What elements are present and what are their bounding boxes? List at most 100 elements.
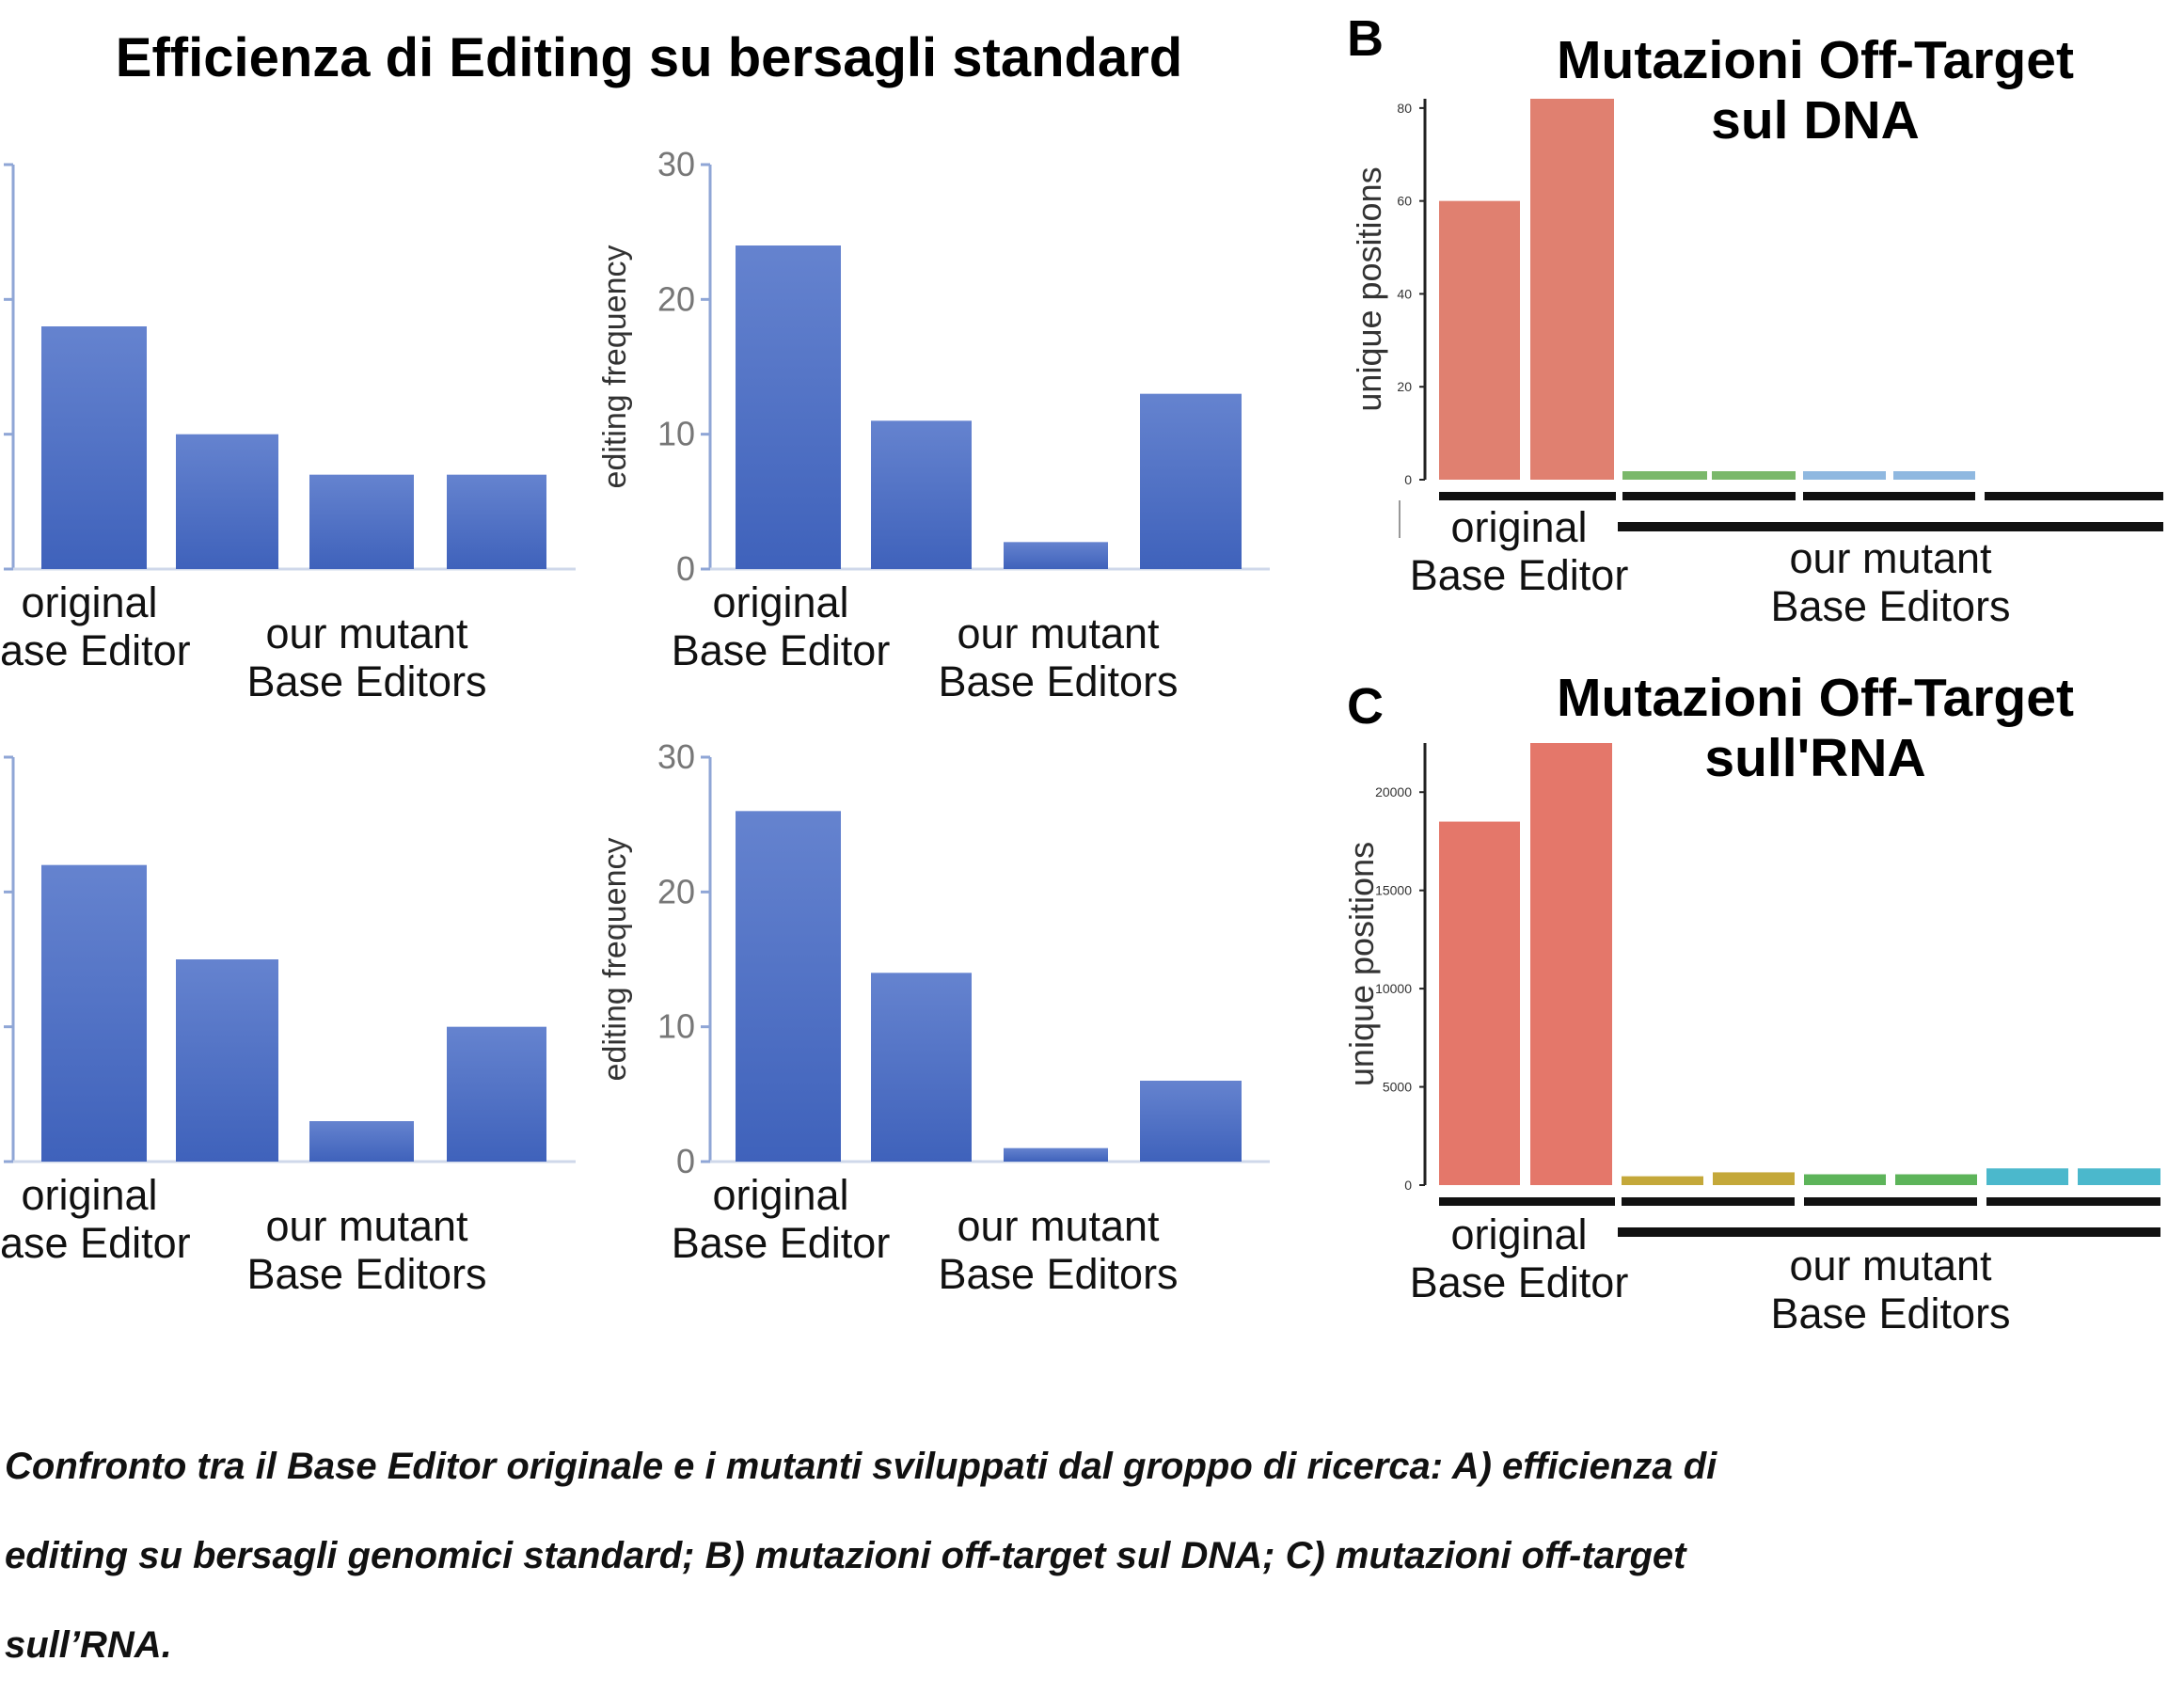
label-original-line1: original [1450,1210,1588,1258]
label-mutants-line1: our mutant [1789,534,1992,582]
bar [1530,743,1612,1185]
label-mutants: our mutant Base Editors [908,609,1209,705]
label-mutants-line2: Base Editors [246,1250,487,1298]
panel-a-title: Efficienza di Editing su bersagli standa… [115,27,1183,88]
label-mutants: our mutant Base Editors [908,1202,1209,1298]
bar [871,420,972,569]
panel-b-title-line2: sul DNA [1711,90,1920,150]
panel-c-title-line1: Mutazioni Off-Target [1557,668,2074,728]
label-mutants-line2: Base Editors [938,657,1179,705]
label-original-line1: original [21,1171,158,1219]
y-axis-label: unique positions [1350,166,1388,411]
y-tick-label: 20 [657,872,695,910]
label-original: original ase Editor [0,578,191,674]
bar [871,973,972,1162]
bar [41,326,147,569]
panel-c-title: Mutazioni Off-Target sull'RNA [1467,668,2163,788]
label-original-line2: Base Editor [1409,1258,1629,1306]
panel-c-letter: C [1347,678,1384,735]
chart-a-bottom-right: 0 10 20 30 editing frequency [597,737,1270,1180]
label-mutants-line2: Base Editors [1770,582,2011,630]
label-original: original Base Editor [649,578,912,674]
y-axis-label: unique positions [1342,842,1381,1086]
y-tick-label: 0 [676,1142,695,1180]
label-original-line1: original [21,578,158,626]
chart-a-top-right: 0 10 20 30 editing frequency [597,145,1270,588]
label-mutants-line1: our mutant [957,609,1160,657]
y-tick-label: 20 [657,279,695,318]
label-mutants-line2: Base Editors [1770,1290,2011,1337]
label-mutants-line2: Base Editors [938,1250,1179,1298]
figure-caption: Confronto tra il Base Editor originale e… [5,1422,1717,1690]
group-bracket [1986,1197,2160,1206]
label-original: original ase Editor [0,1171,191,1267]
bar [309,474,414,569]
label-mutants-line1: our mutant [265,1202,468,1250]
label-mutants: our mutant Base Editors [216,609,517,705]
bar [1622,1176,1703,1185]
y-tick-label: 80 [1397,101,1412,116]
label-original-line1: original [712,1171,849,1219]
label-original-line1: original [1450,503,1588,551]
label-original: original Base Editor [649,1171,912,1267]
bar [1712,471,1796,480]
label-original-line2: Base Editor [671,626,891,674]
group-bracket [1622,1197,1795,1206]
label-mutants-line1: our mutant [265,609,468,657]
y-tick-label: 20 [1397,379,1412,394]
panel-c-title-line2: sull'RNA [1704,728,1926,788]
bar [736,811,841,1162]
label-mutants-line2: Base Editors [246,657,487,705]
caption-line3: sull’RNA. [5,1624,172,1666]
bar [1986,1168,2068,1185]
bar [1140,1081,1242,1162]
bar [736,245,841,569]
bar [1893,471,1975,480]
chart-a-bottom-left [4,755,576,1163]
caption-line2: editing su bersagli genomici standard; B… [5,1535,1686,1576]
bar [41,864,147,1162]
label-original-line2: ase Editor [0,626,191,674]
y-tick-label: 0 [1404,472,1412,487]
bar [2078,1168,2160,1185]
y-tick-label: 5000 [1383,1080,1412,1095]
group-bracket [1804,1197,1977,1206]
group-bracket [1985,492,2163,500]
bar [447,474,546,569]
y-tick-label: 20000 [1375,784,1412,799]
chart-b: 0 20 40 60 80 unique positions [1350,99,2163,538]
label-mutants: our mutant Base Editors [1731,534,2050,630]
y-tick-label: 10 [657,415,695,453]
label-original: original Base Editor [1383,503,1655,599]
label-original-line2: ase Editor [0,1219,191,1267]
y-tick-label: 30 [657,737,695,776]
bar [1713,1172,1795,1185]
y-tick-label: 0 [676,549,695,588]
panel-b-title: Mutazioni Off-Target sul DNA [1467,30,2163,150]
y-tick-label: 0 [1404,1178,1412,1193]
caption-line1: Confronto tra il Base Editor originale e… [5,1446,1717,1487]
bar [1895,1174,1977,1185]
label-original-line2: Base Editor [671,1219,891,1267]
y-tick-label: 60 [1397,194,1412,209]
group-bracket [1618,522,2163,531]
label-mutants: our mutant Base Editors [1731,1242,2050,1337]
chart-a-top-left [4,163,576,571]
bar [176,959,278,1162]
y-tick-label: 15000 [1375,883,1412,898]
bar [1439,821,1520,1185]
group-bracket [1439,492,1616,500]
label-mutants: our mutant Base Editors [216,1202,517,1298]
bar [1140,393,1242,569]
group-bracket [1622,492,1796,500]
bar [1804,1174,1886,1185]
bar [1530,99,1614,480]
label-original-line2: Base Editor [1409,551,1629,599]
y-axis-label: editing frequency [597,838,633,1082]
bar [176,434,278,569]
bar [309,1121,414,1162]
chart-c: 0 5000 10000 15000 20000 unique positions [1342,743,2160,1237]
y-axis-label: editing frequency [597,245,633,489]
y-tick-label: 40 [1397,286,1412,301]
group-bracket [1618,1227,2160,1237]
